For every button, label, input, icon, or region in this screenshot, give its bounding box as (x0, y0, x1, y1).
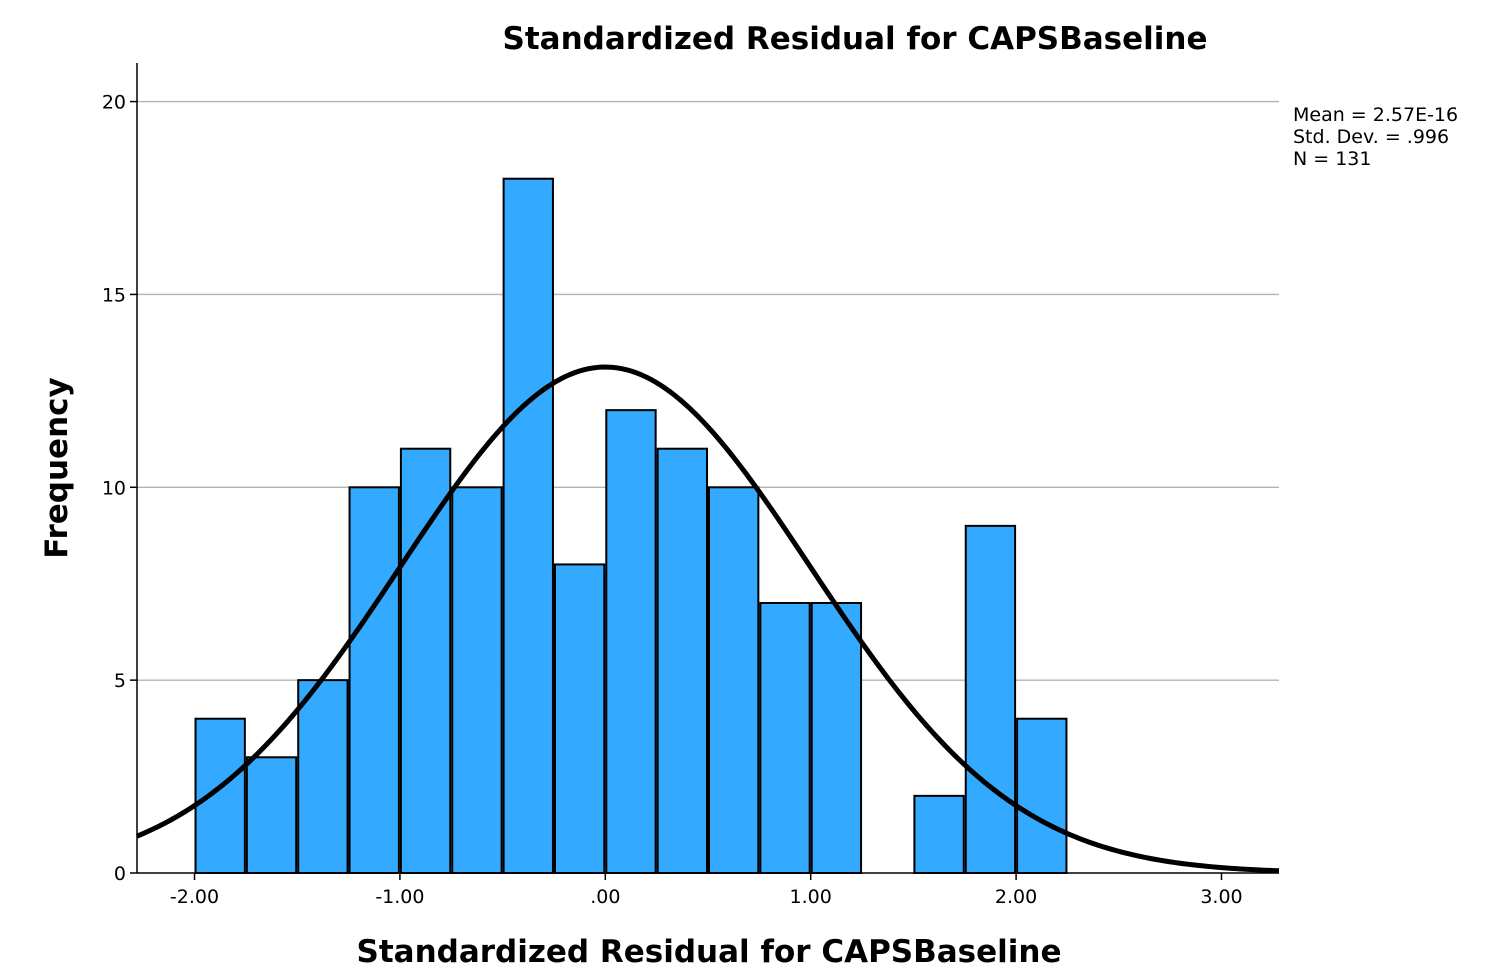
y-axis-title: Frequency (39, 377, 75, 558)
x-tick-label: .00 (590, 886, 620, 908)
histogram-bar (245, 756, 298, 874)
histogram-bar (348, 486, 400, 874)
stats-legend: Mean = 2.57E-16 Std. Dev. = .996 N = 131 (1293, 104, 1458, 170)
histogram-bar (810, 602, 863, 874)
histogram-bar (964, 524, 1017, 874)
histogram-bars (194, 177, 1068, 875)
histogram-bar (297, 679, 349, 875)
normal-curve (136, 364, 1280, 874)
y-tick-label: 5 (114, 670, 126, 692)
stats-mean: Mean = 2.57E-16 (1293, 104, 1458, 126)
x-tick-label: -2.00 (170, 886, 219, 908)
x-tick-label: 2.00 (995, 886, 1037, 908)
x-axis-ticks: -2.00 -1.00 .00 1.00 2.00 3.00 (170, 873, 1243, 908)
histogram-bar (656, 447, 708, 874)
y-tick-label: 20 (102, 92, 126, 114)
y-tick-label: 10 (102, 477, 126, 499)
stats-n: N = 131 (1293, 148, 1371, 170)
y-tick-label: 15 (102, 284, 126, 306)
chart-title: Standardized Residual for CAPSBaseline (503, 21, 1208, 57)
x-tick-label: 3.00 (1200, 886, 1242, 908)
histogram-bar (194, 717, 246, 875)
histogram-bar (502, 177, 554, 874)
stats-std-dev: Std. Dev. = .996 (1293, 126, 1449, 148)
histogram-bar (399, 447, 452, 874)
histogram-bar (605, 409, 657, 874)
x-axis-title: Standardized Residual for CAPSBaseline (357, 934, 1062, 970)
histogram-bar (553, 563, 606, 875)
x-tick-label: 1.00 (790, 886, 832, 908)
histogram-bar (1016, 717, 1068, 875)
histogram-bar (759, 602, 811, 874)
y-tick-label: 0 (114, 863, 126, 885)
histogram-bar (451, 486, 503, 874)
x-tick-label: -1.00 (375, 886, 424, 908)
y-axis-ticks: 0 5 10 15 20 (102, 92, 137, 885)
normal-curve-layer (136, 364, 1280, 874)
histogram-bar (708, 486, 760, 874)
histogram-bar (913, 794, 965, 874)
